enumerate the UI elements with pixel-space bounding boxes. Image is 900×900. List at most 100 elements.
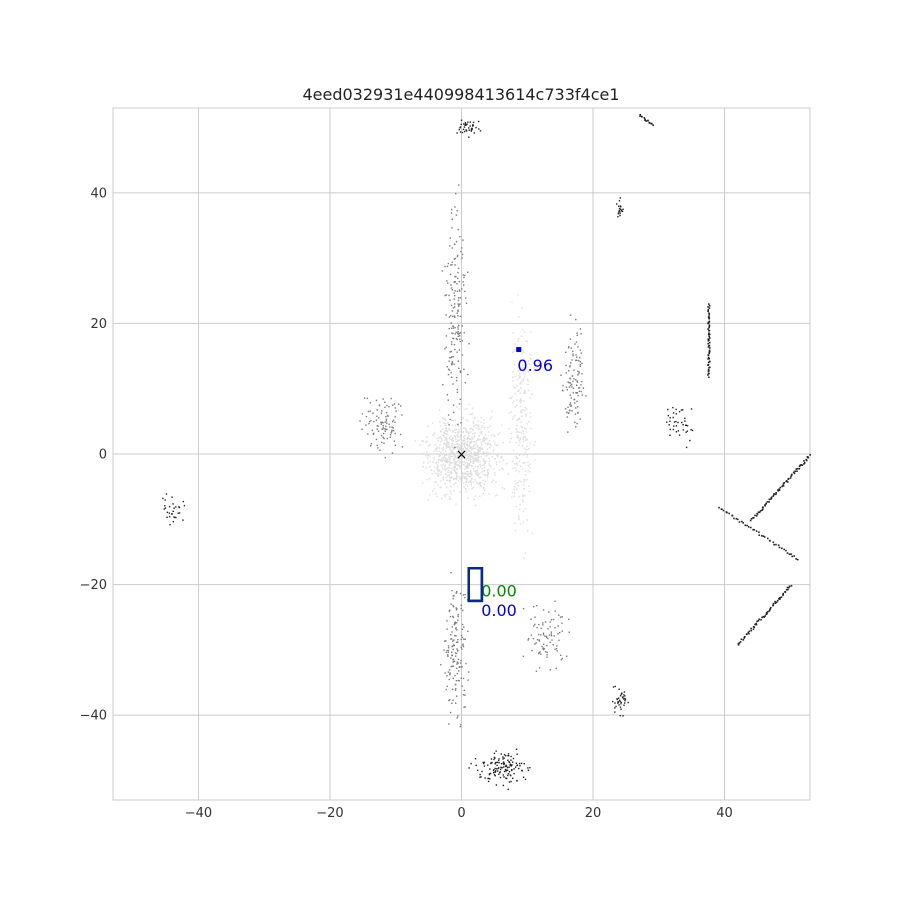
lidar-point (524, 778, 527, 781)
lidar-point (444, 473, 447, 475)
lidar-point (465, 466, 468, 469)
lidar-point (452, 648, 454, 651)
lidar-point (476, 453, 479, 455)
lidar-point (530, 331, 532, 333)
lidar-point (579, 365, 582, 368)
lidar-point (495, 768, 498, 770)
lidar-point (707, 372, 710, 375)
lidar-point (471, 429, 474, 431)
lidar-point (680, 409, 683, 411)
lidar-point (565, 655, 568, 657)
lidar-point (782, 482, 785, 485)
lidar-point (382, 422, 384, 424)
lidar-point (627, 701, 629, 704)
lidar-point (454, 446, 456, 449)
lidar-point (465, 443, 468, 445)
lidar-point (512, 467, 514, 470)
lidar-point (507, 753, 510, 755)
lidar-point (433, 458, 435, 460)
lidar-point (463, 284, 465, 286)
lidar-point (707, 357, 710, 359)
lidar-point (495, 481, 497, 483)
lidar-point (377, 425, 379, 427)
lidar-point (800, 464, 802, 466)
lidar-point (486, 448, 489, 450)
lidar-point (177, 512, 179, 514)
lidar-point (458, 408, 460, 410)
lidar-point (458, 680, 460, 682)
lidar-point (707, 321, 710, 324)
lidar-point (442, 449, 444, 452)
lidar-point (690, 408, 693, 410)
lidar-point (461, 461, 464, 464)
lidar-point (452, 327, 455, 329)
lidar-point (452, 404, 455, 406)
lidar-point (436, 464, 439, 466)
lidar-point (471, 488, 473, 490)
lidar-point (394, 444, 397, 446)
lidar-point (439, 486, 441, 488)
lidar-point (467, 630, 469, 633)
lidar-point (526, 529, 529, 532)
lidar-point (446, 431, 449, 433)
lidar-point (525, 408, 528, 410)
lidar-point (455, 461, 457, 463)
lidar-point (385, 418, 388, 421)
lidar-point (462, 442, 464, 445)
lidar-point (622, 208, 624, 211)
lidar-point (455, 592, 457, 594)
lidar-point (768, 501, 770, 503)
lidar-point (640, 115, 643, 118)
lidar-point (520, 421, 522, 423)
lidar-point (542, 648, 545, 651)
lidar-point (777, 544, 780, 547)
lidar-point (576, 381, 579, 383)
lidar-point (474, 441, 476, 443)
lidar-point (544, 621, 547, 623)
lidar-point (448, 498, 451, 500)
lidar-point (384, 401, 386, 403)
lidar-point (465, 430, 467, 432)
lidar-point (502, 762, 505, 764)
lidar-point (451, 247, 453, 249)
lidar-point (505, 463, 508, 465)
lidar-point (450, 462, 452, 464)
lidar-point (515, 429, 518, 431)
lidar-point (450, 327, 453, 329)
lidar-point (370, 442, 373, 445)
lidar-point (435, 481, 437, 483)
lidar-point (514, 522, 516, 524)
lidar-point (554, 600, 556, 602)
lidar-point (395, 410, 397, 412)
lidar-point (542, 624, 544, 626)
lidar-point (524, 507, 527, 510)
lidar-point (579, 328, 582, 330)
lidar-point (451, 645, 453, 648)
lidar-point (462, 431, 464, 433)
lidar-point (449, 299, 451, 301)
lidar-point (452, 640, 454, 642)
lidar-point (467, 446, 469, 448)
lidar-point (524, 364, 527, 367)
lidar-point (482, 436, 485, 438)
lidar-point (518, 515, 520, 517)
lidar-point (519, 400, 521, 403)
lidar-point (449, 471, 451, 473)
lidar-point (470, 481, 472, 484)
lidar-point (419, 444, 421, 446)
lidar-point (669, 420, 671, 422)
lidar-point (523, 488, 526, 490)
lidar-point (446, 467, 448, 469)
lidar-point (518, 480, 520, 482)
lidar-point (433, 450, 436, 452)
lidar-point (461, 247, 463, 249)
lidar-point (483, 426, 486, 429)
lidar-point (475, 472, 477, 474)
lidar-point (454, 467, 456, 469)
lidar-point (490, 416, 493, 419)
lidar-point (560, 374, 562, 376)
lidar-point (480, 448, 482, 451)
lidar-point (519, 359, 522, 361)
lidar-point (391, 452, 394, 454)
lidar-point (527, 464, 530, 467)
